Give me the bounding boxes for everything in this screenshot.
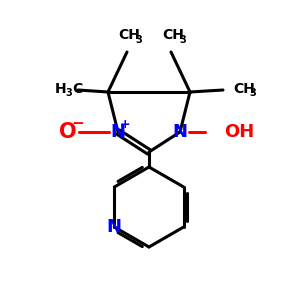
Text: N: N xyxy=(172,123,188,141)
Text: CH: CH xyxy=(162,28,184,42)
Text: OH: OH xyxy=(224,123,254,141)
Text: 3: 3 xyxy=(65,88,72,98)
Text: +: + xyxy=(120,118,130,131)
Text: 3: 3 xyxy=(249,88,256,98)
Text: 3: 3 xyxy=(180,35,186,45)
Text: O: O xyxy=(59,122,77,142)
Text: CH: CH xyxy=(233,82,255,96)
Text: 3: 3 xyxy=(136,35,142,45)
Text: H: H xyxy=(54,82,66,96)
Text: N: N xyxy=(110,123,125,141)
Text: CH: CH xyxy=(118,28,140,42)
Text: C: C xyxy=(72,82,82,96)
Text: −: − xyxy=(72,116,84,130)
Text: N: N xyxy=(107,218,122,236)
